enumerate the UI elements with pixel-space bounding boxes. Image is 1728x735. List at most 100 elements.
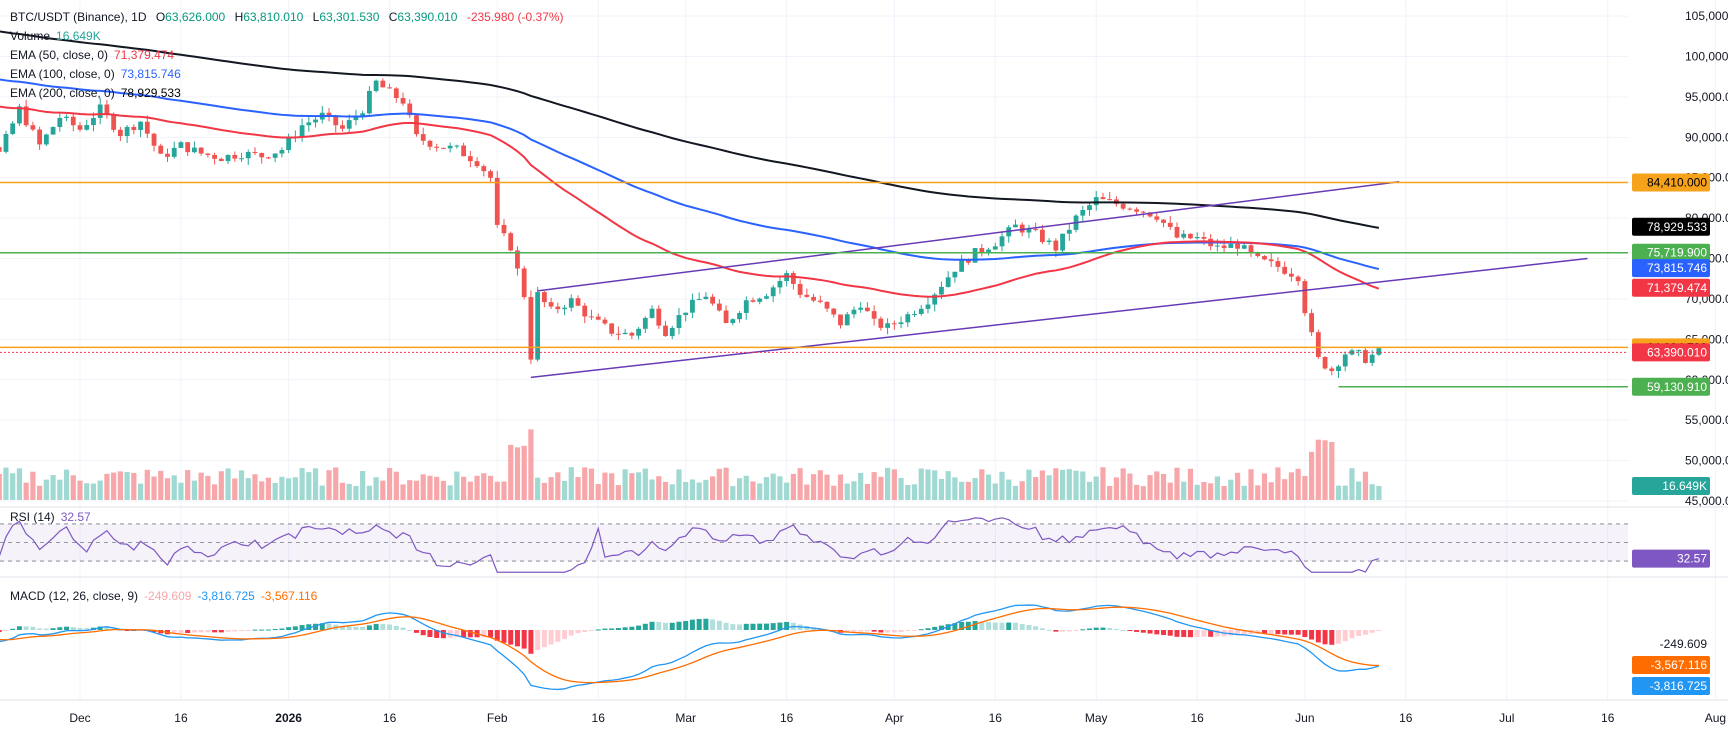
time-tick-label: 16 <box>1399 711 1413 725</box>
macd-histogram-bar <box>1187 630 1193 638</box>
volume-legend[interactable]: Volume 16.649K <box>10 29 101 43</box>
candle-body <box>1134 209 1140 212</box>
candle-body <box>1275 261 1281 267</box>
macd-histogram-bar <box>37 628 43 630</box>
ema50-legend[interactable]: EMA (50, close, 0) 71,379.474 <box>10 48 175 62</box>
volume-bar <box>1100 467 1106 500</box>
candle-body <box>218 158 224 162</box>
macd-histogram-bar <box>30 626 36 630</box>
volume-bar <box>932 470 938 500</box>
volume-bar <box>292 477 298 500</box>
candle-body <box>124 126 130 137</box>
volume-bar <box>413 480 420 500</box>
volume-bar <box>1080 471 1086 500</box>
macd-histogram-bar <box>1315 630 1321 643</box>
volume-bar <box>696 482 702 500</box>
macd-histogram-bar <box>265 629 271 631</box>
volume-bar <box>1302 475 1308 500</box>
macd-histogram-bar <box>1349 630 1355 639</box>
macd-histogram-bar <box>232 630 238 632</box>
candle-body <box>636 328 641 336</box>
macd-histogram-bar <box>757 623 763 630</box>
ema-tag: 71,379.474 <box>1632 278 1710 297</box>
macd-histogram-bar <box>986 621 992 630</box>
macd-histogram-bar <box>50 628 56 630</box>
macd-legend[interactable]: MACD (12, 26, close, 9) -249.609 -3,816.72… <box>10 589 318 603</box>
volume-bar <box>1039 470 1045 500</box>
macd-histogram-bar <box>407 629 413 631</box>
volume-bar <box>541 482 547 500</box>
axis-tag-bg <box>1632 377 1710 396</box>
candle-body <box>851 309 857 315</box>
volume-bar <box>784 482 790 500</box>
macd-histogram-bar <box>10 628 16 630</box>
candle-body <box>817 300 823 302</box>
volume-bar <box>1026 469 1032 500</box>
volume-bar <box>1362 471 1369 500</box>
volume-bar <box>676 469 682 500</box>
candle-body <box>1302 281 1308 314</box>
macd-histogram-bar <box>299 625 305 630</box>
candle-body <box>245 151 251 159</box>
macd-histogram-bar <box>97 626 103 630</box>
price-tick-label: 45,000.000 <box>1685 494 1728 508</box>
macd-histogram-bar <box>1161 630 1167 636</box>
axis-tag-text: 84,410.000 <box>1647 176 1707 190</box>
volume-bar <box>339 482 346 500</box>
macd-histogram-bar <box>710 619 716 630</box>
volume-bar <box>514 447 521 500</box>
macd-histogram-bar <box>1012 622 1018 630</box>
volume-bar <box>885 467 891 500</box>
volume-bar <box>346 483 352 500</box>
macd-histogram-bar <box>70 627 76 630</box>
macd-histogram-bar <box>521 630 527 649</box>
macd-histogram-bar <box>770 623 776 630</box>
candle-body <box>454 145 460 147</box>
rsi-legend[interactable]: RSI (14) 32.57 <box>10 510 91 524</box>
candle-body <box>656 308 662 326</box>
volume-bar <box>178 482 184 500</box>
macd-histogram-bar <box>898 630 904 632</box>
candle-body <box>346 120 352 129</box>
candle-body <box>1369 354 1375 363</box>
candle-body <box>178 142 184 148</box>
candle-body <box>616 333 621 335</box>
macd-histogram-bar <box>1019 624 1025 630</box>
candle-body <box>1255 252 1261 257</box>
candle-body <box>461 145 467 157</box>
volume-bar <box>817 470 823 500</box>
volume-bar <box>1288 472 1294 500</box>
volume-bar <box>461 476 467 500</box>
candle-body <box>1309 313 1314 333</box>
candle-body <box>838 314 843 326</box>
volume-bar <box>185 470 191 500</box>
volume-bar <box>481 473 487 500</box>
candle-body <box>790 273 796 284</box>
candle-body <box>575 298 581 306</box>
axis-tag-bg <box>1632 278 1710 297</box>
ema100-legend[interactable]: EMA (100, close, 0) 73,815.746 <box>10 67 181 81</box>
volume-bar <box>205 475 211 500</box>
candle-body <box>1120 203 1126 209</box>
candle-body <box>1221 245 1227 248</box>
candle-body <box>986 249 991 253</box>
candle-body <box>225 154 231 162</box>
ema200-legend[interactable]: EMA (200, close, 0) 78,929.533 <box>10 86 181 100</box>
volume-bar <box>804 484 810 500</box>
axis-tag-bg <box>1632 173 1710 192</box>
candle-body <box>185 142 191 153</box>
volume-bar <box>878 476 884 500</box>
volume-bar <box>1356 481 1362 500</box>
macd-histogram-bar <box>104 626 110 630</box>
volume-bar <box>1006 479 1012 500</box>
volume-bar <box>945 471 951 500</box>
axis-tag-bg <box>1632 549 1710 568</box>
candle-body <box>770 287 776 297</box>
candle-body <box>521 268 527 298</box>
macd-histogram-bar <box>414 630 419 633</box>
macd-histogram-bar <box>488 630 494 638</box>
candle-body <box>979 248 985 253</box>
candle-body <box>111 114 117 130</box>
macd-signal-tag: -3,567.116 <box>1632 656 1710 674</box>
